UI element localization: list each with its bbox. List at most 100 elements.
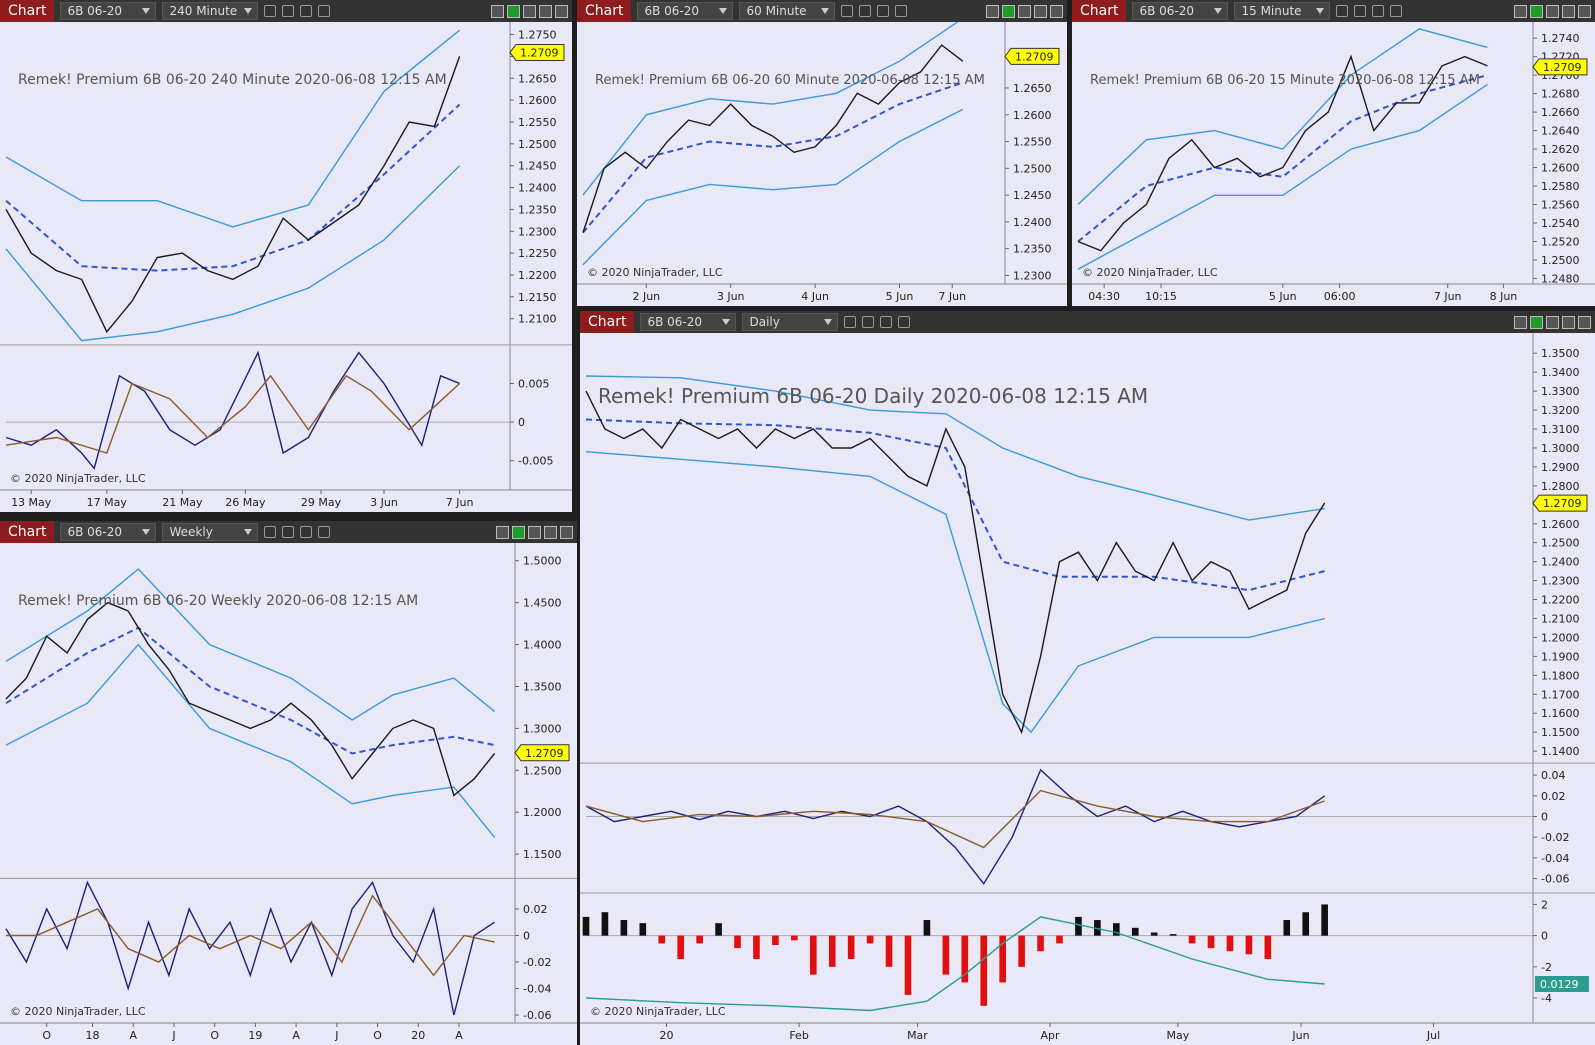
- window-button[interactable]: [1578, 315, 1591, 329]
- y-tick-label: 0: [1541, 930, 1548, 943]
- y-tick-label: 1.2620: [1541, 143, 1580, 156]
- tool-icon[interactable]: [841, 5, 854, 17]
- tool-icon[interactable]: [318, 5, 331, 17]
- y-tick-label: 1.2250: [518, 247, 557, 260]
- tool-icon[interactable]: [282, 5, 295, 17]
- chart-tab[interactable]: Chart: [0, 521, 55, 543]
- tool-icon[interactable]: [282, 526, 295, 538]
- window-button[interactable]: [1578, 4, 1591, 18]
- instrument-select[interactable]: 6B 06-20: [1132, 2, 1229, 20]
- window-button[interactable]: [1530, 315, 1543, 329]
- chart-label: Remek! Premium 6B 06-20 Daily 2020-06-08…: [598, 384, 1148, 408]
- window-button[interactable]: [1514, 315, 1527, 329]
- window-button[interactable]: [1562, 315, 1575, 329]
- tool-icon[interactable]: [1354, 5, 1367, 17]
- y-tick-label: 0: [518, 416, 525, 429]
- instrument-select[interactable]: 6B 06-20: [60, 523, 157, 541]
- window-button[interactable]: [555, 4, 568, 18]
- line-series: [585, 916, 1325, 1012]
- histogram-bar: [847, 935, 855, 960]
- chart-label: Remek! Premium 6B 06-20 240 Minute 2020-…: [18, 72, 447, 88]
- tool-icon[interactable]: [264, 526, 277, 538]
- instrument-select[interactable]: 6B 06-20: [637, 2, 734, 20]
- x-tick-label: 10:15: [1145, 290, 1177, 303]
- chart-tab[interactable]: Chart: [0, 0, 55, 22]
- tool-icon[interactable]: [895, 5, 908, 17]
- x-tick-label: O: [373, 1029, 382, 1042]
- window-button[interactable]: [523, 4, 536, 18]
- line-series: [5, 56, 461, 334]
- window-button[interactable]: [496, 525, 509, 539]
- tool-icon[interactable]: [877, 5, 890, 17]
- interval-select[interactable]: 60 Minute: [739, 2, 836, 20]
- tool-icon[interactable]: [844, 316, 857, 328]
- window-button[interactable]: [491, 4, 504, 18]
- tool-icon[interactable]: [1390, 5, 1403, 17]
- line-series: [6, 894, 495, 977]
- interval-select[interactable]: 15 Minute: [1234, 2, 1331, 20]
- window-button[interactable]: [528, 525, 541, 539]
- chart-tab[interactable]: Chart: [1072, 0, 1127, 22]
- histogram-bar: [1264, 935, 1272, 960]
- window-button[interactable]: [1546, 315, 1559, 329]
- line-series: [5, 601, 496, 797]
- x-tick-label: 18: [86, 1029, 100, 1042]
- chart-tab[interactable]: Chart: [580, 311, 635, 333]
- price-label: 1.2709: [520, 46, 559, 59]
- tool-icon[interactable]: [898, 316, 911, 328]
- histogram-bar: [1075, 916, 1082, 936]
- y-tick-label: -4: [1541, 992, 1552, 1005]
- value-label: 0.0129: [1540, 978, 1579, 991]
- chart-canvas: 1.1400 1.1500 1.1600 1.1700 1.1800 1.1900 1.20…: [580, 333, 1595, 1045]
- window-button[interactable]: [1050, 4, 1063, 18]
- window-button[interactable]: [1034, 4, 1047, 18]
- tool-icon[interactable]: [300, 5, 313, 17]
- copyright: © 2020 NinjaTrader, LLC: [590, 1005, 726, 1018]
- line-series: [585, 451, 1325, 734]
- instrument-select[interactable]: 6B 06-20: [60, 2, 157, 20]
- window-button[interactable]: [1546, 4, 1559, 18]
- y-tick-label: 1.1500: [523, 848, 562, 861]
- histogram-bar: [809, 935, 817, 975]
- window-button[interactable]: [1562, 4, 1575, 18]
- line-series: [582, 44, 964, 233]
- window-button[interactable]: [1514, 4, 1527, 18]
- y-tick-label: 1.2150: [518, 291, 557, 304]
- chart-tab[interactable]: Chart: [577, 0, 632, 22]
- tool-icon[interactable]: [1372, 5, 1385, 17]
- chart-canvas: 1.1500 1.2000 1.2500 1.3000 1.3500 1.4000 1.45…: [0, 543, 577, 1045]
- price-label: 1.2709: [1543, 497, 1582, 510]
- y-tick-label: -0.005: [518, 455, 553, 468]
- histogram-bar: [1207, 935, 1215, 949]
- instrument-select[interactable]: 6B 06-20: [640, 313, 737, 331]
- tool-icon[interactable]: [300, 526, 313, 538]
- y-tick-label: 1.2600: [1013, 109, 1052, 122]
- line-series: [1077, 54, 1488, 252]
- tool-icon[interactable]: [880, 316, 893, 328]
- tool-icon[interactable]: [1336, 5, 1349, 17]
- window-button[interactable]: [1018, 4, 1031, 18]
- window-button[interactable]: [1002, 4, 1015, 18]
- y-tick-label: 1.2400: [1013, 216, 1052, 229]
- tool-icon[interactable]: [264, 5, 277, 17]
- x-tick-label: 13 May: [11, 496, 52, 509]
- window-button[interactable]: [539, 4, 552, 18]
- y-tick-label: 1.2350: [518, 203, 557, 216]
- tool-icon[interactable]: [859, 5, 872, 17]
- window-button[interactable]: [560, 525, 573, 539]
- interval-select[interactable]: 240 Minute: [162, 2, 259, 20]
- x-tick-label: A: [455, 1029, 463, 1042]
- y-tick-label: 1.2000: [1541, 631, 1580, 644]
- window-button[interactable]: [986, 4, 999, 18]
- x-tick-label: 4 Jun: [801, 290, 829, 303]
- tool-icon[interactable]: [318, 526, 331, 538]
- histogram-bar: [772, 935, 779, 945]
- interval-select[interactable]: Daily: [742, 313, 839, 331]
- window-button[interactable]: [512, 525, 525, 539]
- histogram-bar: [1321, 904, 1328, 936]
- interval-select[interactable]: Weekly: [162, 523, 259, 541]
- window-button[interactable]: [1530, 4, 1543, 18]
- tool-icon[interactable]: [862, 316, 875, 328]
- window-button[interactable]: [544, 525, 557, 539]
- window-button[interactable]: [507, 4, 520, 18]
